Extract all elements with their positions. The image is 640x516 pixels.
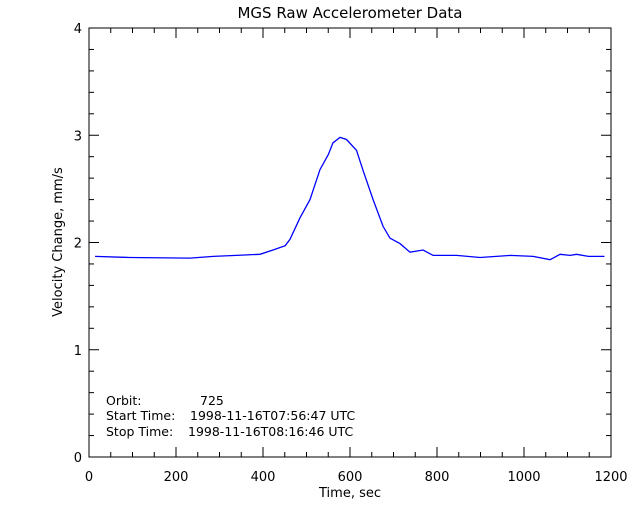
plot-frame — [88, 27, 612, 458]
x-tick-label: 1000 — [507, 470, 540, 485]
x-tick-label: 800 — [425, 470, 450, 485]
orbit-value: 725 — [200, 393, 224, 408]
x-tick-label: 1200 — [594, 470, 627, 485]
y-tick-label: 0 — [74, 451, 82, 466]
x-axis-label: Time, sec — [318, 486, 381, 501]
series-line — [95, 136, 605, 261]
stop-time-value: 1998-11-16T08:16:46 UTC — [188, 424, 353, 439]
y-tick-label: 4 — [74, 22, 82, 37]
y-tick-label: 1 — [74, 344, 82, 359]
orbit-label: Orbit: — [106, 393, 142, 408]
chart-title: MGS Raw Accelerometer Data — [237, 4, 462, 22]
stop-time-label: Stop Time: — [106, 424, 173, 439]
y-axis-label: Velocity Change, mm/s — [51, 167, 66, 317]
info-annotation: Orbit: 725 Start Time: 1998-11-16T07:56:… — [106, 393, 355, 439]
x-tick-label: 400 — [251, 470, 276, 485]
y-tick-label: 3 — [74, 129, 82, 144]
x-tick-label: 600 — [338, 470, 363, 485]
y-tick-label: 2 — [74, 237, 82, 252]
x-tick-label: 0 — [85, 470, 93, 485]
x-tick-label: 200 — [164, 470, 189, 485]
start-time-label: Start Time: — [106, 408, 175, 423]
start-time-value: 1998-11-16T07:56:47 UTC — [190, 408, 355, 423]
